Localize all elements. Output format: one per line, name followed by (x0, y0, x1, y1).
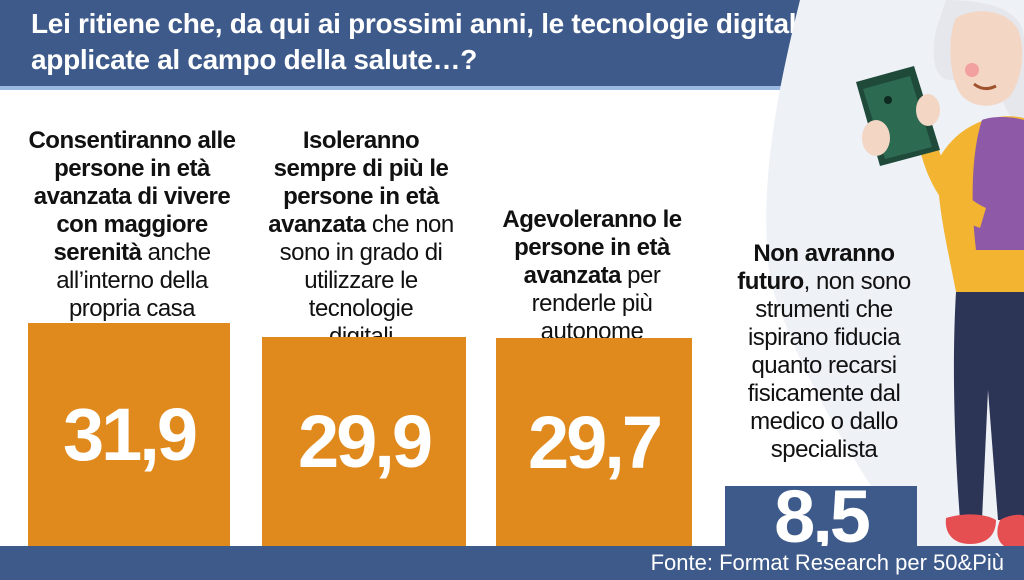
bar-value-label: 29,7 (527, 400, 663, 484)
label-bold: persone in età (283, 183, 439, 210)
label-line: Isoleranno (253, 127, 469, 155)
label-regular: strumenti che (755, 296, 893, 323)
footer-bar (0, 546, 1024, 580)
label-regular: per (621, 262, 661, 289)
label-bold: sempre di più le (273, 155, 449, 182)
bar-answer-3: 29,7 (496, 338, 692, 546)
label-bold: avanzata (523, 262, 622, 289)
label-regular: sono in grado di (279, 239, 443, 266)
label-line: strumenti che (715, 296, 933, 324)
label-regular: ispirano fiducia (747, 324, 901, 351)
label-regular: che non (365, 211, 454, 238)
bar-answer-1: 31,9 (28, 323, 230, 546)
bar-answer-4: 8,5 (725, 475, 917, 558)
label-line: persone in età (14, 155, 250, 183)
label-regular: propria casa (68, 295, 196, 322)
label-line: renderle più (487, 290, 697, 318)
bar-value-label: 8,5 (774, 474, 871, 558)
bar-answer-2: 29,9 (262, 337, 466, 546)
label-bold: avanzata (268, 211, 366, 238)
label-bold: Non avranno (753, 240, 895, 267)
label-regular: , non sono (803, 268, 912, 295)
label-line: all’interno della (14, 267, 250, 295)
label-bold: persone in età (54, 155, 210, 182)
label-regular: utilizzare le (304, 267, 418, 294)
label-line: avanzata per (487, 262, 697, 290)
label-line: Agevoleranno le (487, 206, 697, 234)
label-regular: anche (141, 239, 211, 266)
label-line: ispirano fiducia (715, 324, 933, 352)
label-regular: tecnologie (308, 295, 414, 322)
label-line: sono in grado di (253, 239, 469, 267)
source-note: Fonte: Format Research per 50&Più (650, 550, 1004, 575)
elderly-woman-with-tablet-illustration (766, 0, 1024, 546)
label-bold: serenità (53, 239, 142, 266)
label-regular: renderle più (531, 290, 653, 317)
label-line: quanto recarsi (715, 352, 933, 380)
label-line: Non avranno (715, 240, 933, 268)
chart-title-line: Lei ritiene che, da qui ai prossimi anni… (31, 8, 812, 39)
answer-3-label: Agevoleranno le persone in età avanzata … (487, 206, 697, 346)
label-regular: specialista (770, 436, 878, 463)
label-bold: Isoleranno (302, 127, 420, 154)
label-line: persone in età (487, 234, 697, 262)
bar-value-label: 31,9 (62, 393, 198, 476)
title-underline (0, 86, 1024, 90)
label-regular: quanto recarsi (751, 352, 897, 379)
label-regular: medico o dallo (750, 408, 898, 435)
label-line: propria casa (14, 295, 250, 323)
answer-1-label: Consentiranno alle persone in età avanza… (14, 127, 250, 323)
label-line: con maggiore (14, 211, 250, 239)
label-bold: futuro (737, 268, 804, 295)
label-line: Consentiranno alle (14, 127, 250, 155)
label-line: specialista (715, 436, 933, 464)
bar-value-label: 29,9 (297, 400, 433, 483)
label-line: avanzata di vivere (14, 183, 250, 211)
label-line: utilizzare le (253, 267, 469, 295)
label-bold: Consentiranno alle (28, 127, 236, 154)
label-line: futuro, non sono (715, 268, 933, 296)
label-bold: Agevoleranno le (502, 206, 682, 233)
answer-2-label: Isoleranno sempre di più le persone in e… (253, 127, 469, 351)
label-bold: avanzata di vivere (33, 183, 231, 210)
chart-title-line: applicate al campo della salute…? (31, 44, 478, 75)
label-line: fisicamente dal (715, 380, 933, 408)
label-line: tecnologie (253, 295, 469, 323)
label-bold: persone in età (514, 234, 670, 261)
label-regular: fisicamente dal (747, 380, 901, 407)
label-bold: con maggiore (56, 211, 208, 238)
chart-title: Lei ritiene che, da qui ai prossimi anni… (31, 6, 931, 78)
label-line: persone in età (253, 183, 469, 211)
label-line: serenità anche (14, 239, 250, 267)
label-line: avanzata che non (253, 211, 469, 239)
answer-4-label: Non avranno futuro, non sono strumenti c… (715, 240, 933, 464)
label-line: medico o dallo (715, 408, 933, 436)
label-regular: all’interno della (56, 267, 208, 294)
label-line: sempre di più le (253, 155, 469, 183)
